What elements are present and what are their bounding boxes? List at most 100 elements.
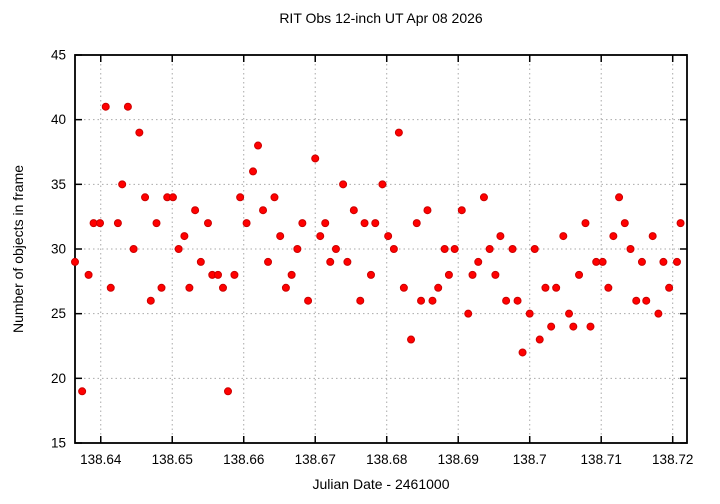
data-point xyxy=(676,219,685,228)
data-point xyxy=(174,245,183,253)
data-point xyxy=(84,270,93,279)
data-point xyxy=(129,245,138,253)
data-point xyxy=(96,219,105,228)
data-point xyxy=(665,283,674,292)
data-point xyxy=(513,296,522,305)
data-point xyxy=(316,232,325,241)
data-point xyxy=(106,283,115,292)
x-tick-label: 138.66 xyxy=(223,452,264,467)
data-point xyxy=(535,335,544,344)
data-point xyxy=(525,309,534,318)
data-point xyxy=(457,206,466,215)
x-tick-label: 138.68 xyxy=(366,452,407,467)
data-point xyxy=(444,270,453,279)
y-tick-label: 40 xyxy=(51,112,66,127)
data-point xyxy=(547,322,556,331)
data-point xyxy=(218,283,227,292)
y-tick-label: 25 xyxy=(51,306,66,321)
data-point xyxy=(598,257,607,266)
data-point xyxy=(259,206,268,215)
data-point xyxy=(654,309,663,318)
data-point xyxy=(609,232,618,241)
y-tick-label: 15 xyxy=(51,436,66,451)
data-point xyxy=(615,193,624,202)
y-tick-label: 45 xyxy=(51,48,66,63)
data-point xyxy=(331,245,340,253)
data-point xyxy=(384,232,393,241)
data-point xyxy=(565,309,574,318)
data-point xyxy=(321,219,330,228)
data-point xyxy=(185,283,194,292)
data-point xyxy=(604,283,613,292)
data-point xyxy=(311,154,320,163)
x-tick-label: 138.67 xyxy=(295,452,336,467)
data-point xyxy=(423,206,432,215)
data-point xyxy=(281,283,290,292)
data-point xyxy=(146,296,155,305)
data-point xyxy=(394,128,403,137)
data-point xyxy=(450,245,459,253)
data-point xyxy=(264,257,273,266)
data-point xyxy=(434,283,443,292)
data-point xyxy=(304,296,313,305)
data-point xyxy=(270,193,279,202)
data-point xyxy=(349,206,358,215)
data-point xyxy=(417,296,426,305)
data-point xyxy=(71,257,79,266)
data-point xyxy=(637,257,646,266)
data-point xyxy=(371,219,380,228)
data-point xyxy=(287,270,296,279)
y-tick-label: 30 xyxy=(51,242,66,257)
data-point xyxy=(123,102,132,111)
data-point xyxy=(339,180,348,189)
data-point xyxy=(203,219,212,228)
data-point xyxy=(157,283,166,292)
data-point xyxy=(569,322,578,331)
data-point xyxy=(366,270,375,279)
data-point xyxy=(642,296,651,305)
data-point xyxy=(464,309,473,318)
data-point xyxy=(213,270,222,279)
y-tick-label: 35 xyxy=(51,177,66,192)
x-axis-label: Julian Date - 2461000 xyxy=(312,476,450,492)
y-tick-label: 20 xyxy=(51,371,66,386)
data-point xyxy=(468,270,477,279)
data-point xyxy=(236,193,245,202)
data-point xyxy=(648,232,657,241)
data-point xyxy=(293,245,302,253)
data-point xyxy=(541,283,550,292)
x-tick-label: 138.7 xyxy=(513,452,547,467)
data-point xyxy=(474,257,483,266)
data-point xyxy=(407,335,416,344)
data-point xyxy=(230,270,239,279)
data-point xyxy=(378,180,387,189)
data-point xyxy=(440,245,449,253)
data-point xyxy=(502,296,511,305)
x-tick-label: 138.72 xyxy=(652,452,693,467)
data-point xyxy=(672,257,681,266)
data-point xyxy=(632,296,641,305)
data-point xyxy=(196,257,205,266)
data-point xyxy=(575,270,584,279)
x-tick-label: 138.71 xyxy=(581,452,622,467)
data-point xyxy=(276,232,285,241)
data-point xyxy=(412,219,421,228)
data-point xyxy=(530,245,539,253)
x-tick-label: 138.69 xyxy=(438,452,479,467)
data-point xyxy=(152,219,161,228)
data-point xyxy=(343,257,352,266)
data-point xyxy=(168,193,177,202)
data-point xyxy=(559,232,568,241)
data-point xyxy=(620,219,629,228)
data-point xyxy=(242,219,251,228)
data-point xyxy=(485,245,494,253)
data-point xyxy=(479,193,488,202)
data-point xyxy=(118,180,127,189)
data-point xyxy=(141,193,150,202)
data-point xyxy=(399,283,408,292)
data-point xyxy=(78,387,87,396)
data-point xyxy=(389,245,398,253)
data-point xyxy=(113,219,122,228)
